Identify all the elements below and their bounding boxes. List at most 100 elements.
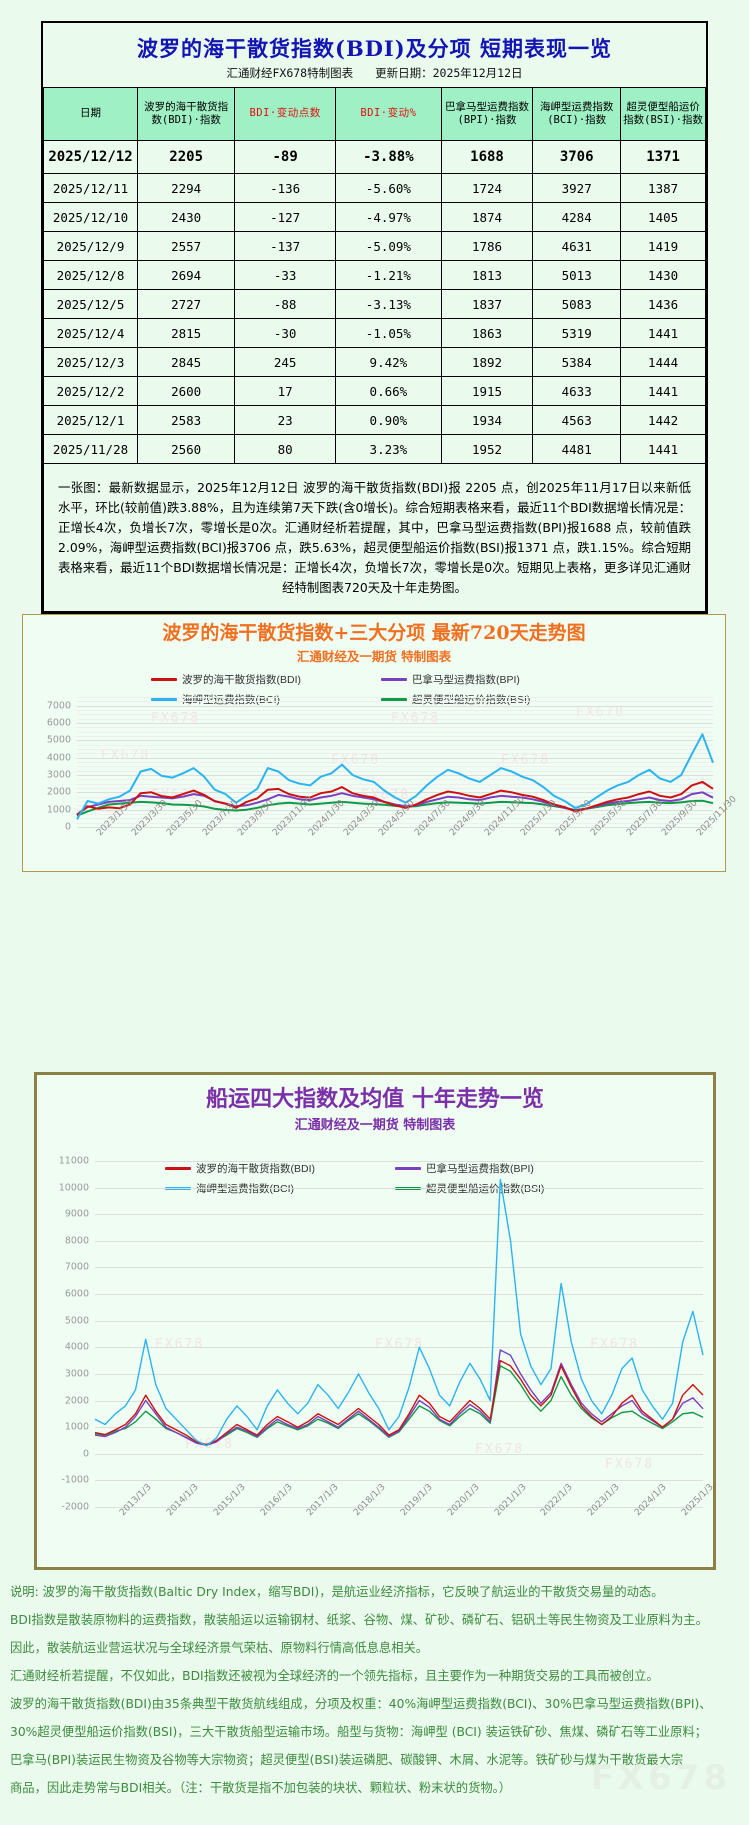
cell-r2-c0: 2025/12/10 xyxy=(43,202,138,232)
table-row: 2025/12/8 2694 -33 -1.21% 1813 5013 1430 xyxy=(43,260,706,290)
legend-swatch-icon xyxy=(151,678,177,681)
legend-item: 波罗的海干散货指数(BDI) xyxy=(165,1161,395,1176)
series-line xyxy=(76,733,714,820)
gridline xyxy=(95,1240,703,1242)
legend-label: 超灵便型船运价指数(BSI) xyxy=(426,1183,545,1195)
cell-r5-c4: 1837 xyxy=(440,289,534,319)
chart2-legend: 波罗的海干散货指数(BDI) 巴拿马型运费指数(BPI) 海岬型运费指数(BCI) 超… xyxy=(165,1161,625,1196)
gridline-minor xyxy=(77,710,713,711)
y-axis-tick-label: 3000 xyxy=(64,1368,89,1380)
cell-r7-c0: 2025/12/3 xyxy=(43,347,138,377)
cell-r6-c5: 5319 xyxy=(532,318,622,348)
y-axis-tick-label: 5000 xyxy=(46,734,71,746)
cell-r2-c1: 2430 xyxy=(136,202,236,232)
cell-r6-c6: 1441 xyxy=(620,318,706,348)
gridline-minor xyxy=(77,822,713,824)
cell-r4-c0: 2025/12/8 xyxy=(43,260,138,290)
gridline-minor xyxy=(77,701,713,703)
gridline xyxy=(95,1320,703,1322)
cell-r9-c3: 0.90% xyxy=(334,405,442,435)
cell-r4-c5: 5013 xyxy=(532,260,622,290)
cell-r2-c2: -127 xyxy=(234,202,336,232)
gridline-minor xyxy=(77,753,713,755)
column-header-6: 超灵便型船运价指数(BSI)·指数 xyxy=(620,87,706,141)
chart2-subtitle: 汇通财经及一期货 特制图表 xyxy=(294,1118,456,1134)
cell-r2-c4: 1874 xyxy=(440,202,534,232)
chart1-title: 波罗的海干散货指数+三大分项 最新720天走势图 xyxy=(162,622,586,644)
cell-r5-c6: 1436 xyxy=(620,289,706,319)
legend-label: 波罗的海干散货指数(BDI) xyxy=(182,674,301,686)
table-row: 2025/12/5 2727 -88 -3.13% 1837 5083 1436 xyxy=(43,289,706,319)
legend-swatch-icon xyxy=(381,678,407,681)
cell-r8-c0: 2025/12/2 xyxy=(43,376,138,406)
gridline xyxy=(77,792,713,794)
gridline-minor xyxy=(77,727,713,729)
cell-r10-c3: 3.23% xyxy=(334,434,442,464)
footer-line-6: 巴拿马(BPI)装运民生物资及谷物等大宗物资；超灵便型(BSI)装运磷肥、碳酸钾… xyxy=(10,1753,684,1768)
cell-r8-c3: 0.66% xyxy=(334,376,442,406)
y-axis-tick-label: 1000 xyxy=(46,804,71,816)
y-axis-tick-label: 10000 xyxy=(58,1182,89,1194)
y-axis-tick-label: 6000 xyxy=(64,1288,89,1300)
legend-label: 巴拿马型运费指数(BPI) xyxy=(426,1163,534,1175)
cell-r6-c0: 2025/12/4 xyxy=(43,318,138,348)
cell-r0-c4: 1688 xyxy=(440,140,534,174)
gridline xyxy=(95,1507,703,1508)
footer-line-7: 商品，因此走势常与BDI相关。（注：干散货是指不加包装的块状、颗粒状、粉末状的货… xyxy=(10,1781,512,1796)
chart-source-label: 汇通财经FX678特制图表 xyxy=(226,66,354,80)
cell-r7-c2: 245 xyxy=(234,347,336,377)
cell-r4-c6: 1430 xyxy=(620,260,706,290)
cell-r5-c2: -88 xyxy=(234,289,336,319)
gridline xyxy=(95,1373,703,1375)
y-axis-tick-label: -1000 xyxy=(61,1474,89,1486)
gridline-minor xyxy=(77,749,713,750)
gridline xyxy=(95,1347,703,1349)
gridline xyxy=(77,809,713,811)
cell-r7-c5: 5384 xyxy=(532,347,622,377)
legend-label: 波罗的海干散货指数(BDI) xyxy=(196,1163,315,1175)
gridline-minor xyxy=(77,731,713,733)
gridline xyxy=(95,1453,703,1455)
footer-line-1: BDI指数是散装原物料的运费指数，散装船运以运输钢材、纸浆、谷物、煤、矿砂、磷矿… xyxy=(10,1613,708,1628)
legend-label: 巴拿马型运费指数(BPI) xyxy=(412,674,520,686)
cell-r0-c6: 1371 xyxy=(620,140,706,174)
cell-r5-c3: -3.13% xyxy=(334,289,442,319)
y-axis-tick-label: 0 xyxy=(82,1448,89,1460)
cell-r0-c2: -89 xyxy=(234,140,336,174)
gridline xyxy=(77,775,713,776)
table-row: 2025/12/9 2557 -137 -5.09% 1786 4631 1419 xyxy=(43,231,706,261)
gridline xyxy=(95,1427,703,1429)
gridline xyxy=(77,723,713,724)
gridline xyxy=(77,705,713,707)
gridline xyxy=(95,1267,703,1269)
gridline-minor xyxy=(77,770,713,772)
gridline-minor xyxy=(77,714,713,716)
series-line xyxy=(76,780,714,816)
y-axis-tick-label: 2000 xyxy=(64,1395,89,1407)
series-line xyxy=(94,1349,704,1446)
cell-r8-c1: 2600 xyxy=(136,376,236,406)
y-axis-tick-label: 9000 xyxy=(64,1208,89,1220)
gridline-minor xyxy=(77,766,713,768)
cell-r3-c4: 1786 xyxy=(440,231,534,261)
table-row: 2025/12/12 2205 -89 -3.88% 1688 3706 1371 xyxy=(43,140,706,174)
cell-r9-c6: 1442 xyxy=(620,405,706,435)
chart-series-svg xyxy=(76,733,714,820)
cell-r8-c5: 4633 xyxy=(532,376,622,406)
gridline-minor xyxy=(77,697,713,698)
cell-r9-c4: 1934 xyxy=(440,405,534,435)
gridline-minor xyxy=(77,818,713,820)
y-axis-tick-label: 4000 xyxy=(64,1341,89,1353)
gridline-minor xyxy=(77,718,713,720)
y-axis-tick-label: -2000 xyxy=(61,1501,89,1513)
cell-r6-c1: 2815 xyxy=(136,318,236,348)
table-header-row: 日期 波罗的海干散货指数(BDI)·指数 BDI·变动点数 BDI·变动% 巴拿马型运费… xyxy=(43,87,706,141)
cell-r2-c6: 1405 xyxy=(620,202,706,232)
page-title: 波罗的海干散货指数(BDI)及分项 短期表现一览 xyxy=(137,36,612,61)
cell-r9-c1: 2583 xyxy=(136,405,236,435)
table-row: 2025/11/28 2560 80 3.23% 1952 4481 1441 xyxy=(43,434,706,464)
cell-r8-c4: 1915 xyxy=(440,376,534,406)
gridline xyxy=(95,1294,703,1296)
cell-r8-c6: 1441 xyxy=(620,376,706,406)
cell-r7-c6: 1444 xyxy=(620,347,706,377)
